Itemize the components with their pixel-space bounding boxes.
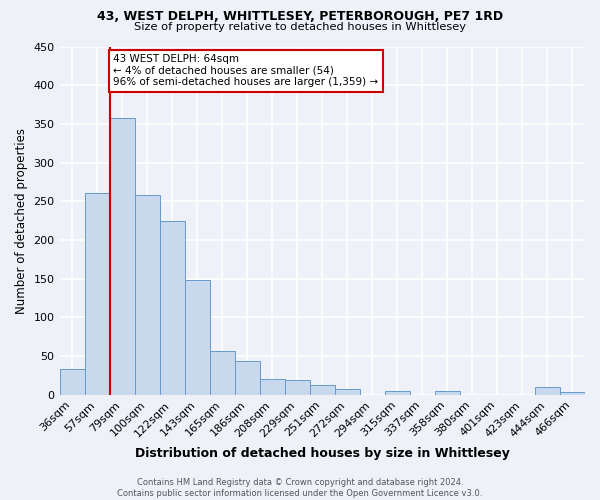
Bar	[134, 195, 160, 395]
Bar	[560, 392, 585, 395]
Bar	[110, 118, 134, 395]
Bar	[85, 193, 110, 395]
Text: Size of property relative to detached houses in Whittlesey: Size of property relative to detached ho…	[134, 22, 466, 32]
Bar	[335, 388, 360, 395]
Text: Contains HM Land Registry data © Crown copyright and database right 2024.
Contai: Contains HM Land Registry data © Crown c…	[118, 478, 482, 498]
Bar	[435, 391, 460, 395]
Bar	[209, 352, 235, 395]
Bar	[535, 387, 560, 395]
Text: 43 WEST DELPH: 64sqm
← 4% of detached houses are smaller (54)
96% of semi-detach: 43 WEST DELPH: 64sqm ← 4% of detached ho…	[113, 54, 379, 88]
Bar	[185, 280, 209, 395]
Text: 43, WEST DELPH, WHITTLESEY, PETERBOROUGH, PE7 1RD: 43, WEST DELPH, WHITTLESEY, PETERBOROUGH…	[97, 10, 503, 23]
Bar	[260, 380, 285, 395]
X-axis label: Distribution of detached houses by size in Whittlesey: Distribution of detached houses by size …	[135, 447, 510, 460]
Bar	[285, 380, 310, 395]
Bar	[385, 391, 410, 395]
Bar	[160, 220, 185, 395]
Y-axis label: Number of detached properties: Number of detached properties	[15, 128, 28, 314]
Bar	[310, 385, 335, 395]
Bar	[59, 370, 85, 395]
Bar	[235, 361, 260, 395]
